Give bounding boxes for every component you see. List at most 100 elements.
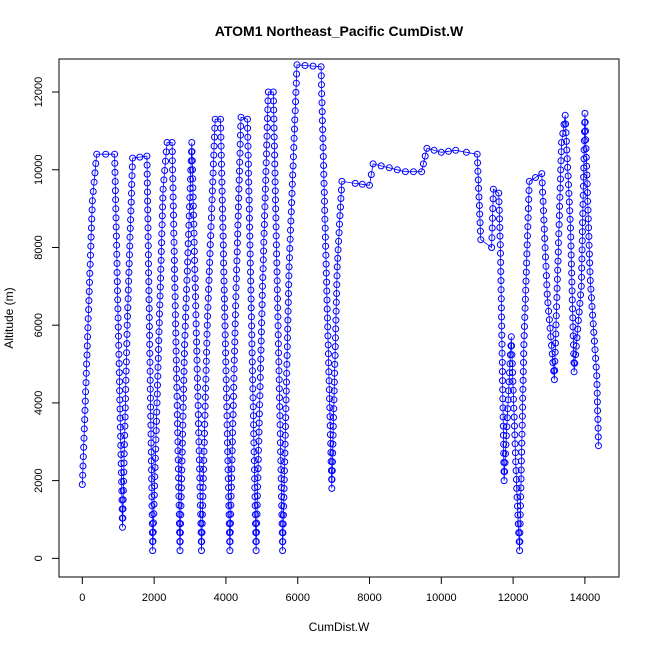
data-point	[562, 120, 570, 128]
data-point	[553, 294, 561, 301]
data-point	[174, 438, 182, 446]
data-point	[333, 272, 341, 280]
data-point	[90, 178, 98, 186]
data-point	[87, 251, 94, 259]
data-point	[582, 145, 590, 153]
data-point	[577, 291, 585, 299]
data-point	[540, 207, 547, 215]
data-point	[171, 302, 179, 310]
data-point	[331, 360, 339, 368]
data-point	[80, 434, 88, 442]
data-point	[173, 392, 181, 400]
data-point	[177, 520, 185, 528]
data-point	[145, 323, 153, 330]
data-point	[128, 181, 136, 188]
data-point	[151, 473, 159, 481]
data-point	[195, 438, 203, 446]
y-axis: 0 2000 4000 6000 8000 10000 12000	[33, 77, 60, 561]
data-point	[80, 425, 88, 433]
data-point	[81, 397, 89, 405]
data-point	[129, 154, 137, 162]
data-point	[112, 205, 120, 213]
data-point	[152, 427, 160, 435]
data-point	[222, 358, 230, 366]
data-point	[351, 179, 359, 187]
data-point	[252, 538, 260, 545]
data-point	[128, 172, 136, 180]
data-point	[555, 221, 563, 229]
data-point	[565, 181, 572, 189]
data-point	[594, 433, 602, 441]
data-point	[179, 421, 187, 429]
data-point	[123, 330, 131, 338]
data-point	[508, 342, 516, 350]
data-point	[568, 296, 576, 304]
data-point	[369, 160, 377, 168]
data-point	[155, 346, 162, 353]
data-point	[128, 163, 136, 171]
data-point	[229, 429, 237, 437]
data-point	[505, 378, 513, 386]
data-point	[248, 340, 256, 348]
x-tick-label: 4000	[214, 592, 238, 604]
data-point	[153, 390, 161, 398]
data-point	[358, 180, 366, 188]
data-point	[504, 396, 512, 404]
data-point	[275, 385, 283, 393]
data-point	[567, 233, 575, 241]
data-point	[274, 340, 282, 348]
data-point	[200, 438, 208, 446]
data-point	[249, 412, 257, 420]
data-point	[224, 457, 232, 465]
data-point	[237, 131, 244, 139]
data-point	[557, 175, 564, 183]
data-point	[523, 241, 531, 249]
data-point	[119, 514, 127, 522]
data-point	[257, 328, 265, 336]
data-point	[236, 158, 244, 166]
data-point	[148, 502, 156, 510]
data-point	[325, 359, 333, 367]
data-point	[82, 379, 90, 387]
data-point	[255, 428, 263, 436]
data-point	[245, 205, 253, 213]
data-point	[474, 167, 482, 175]
data-point	[143, 152, 151, 160]
data-point	[574, 317, 582, 324]
data-point	[334, 246, 342, 254]
data-point	[199, 502, 207, 509]
data-point	[256, 373, 264, 381]
data-point	[228, 456, 236, 464]
data-point	[546, 324, 554, 332]
data-point	[518, 421, 526, 429]
data-point	[569, 314, 577, 322]
data-point	[285, 263, 293, 271]
data-point	[337, 203, 344, 211]
data-point	[207, 232, 215, 240]
data-point	[317, 63, 325, 71]
data-point	[336, 220, 343, 228]
data-point	[567, 224, 574, 232]
data-point	[209, 160, 217, 168]
data-point	[176, 538, 184, 546]
data-point	[183, 276, 191, 284]
data-point	[144, 197, 152, 205]
data-point	[519, 394, 527, 402]
data-point	[324, 350, 332, 358]
data-point	[194, 392, 202, 400]
data-point	[538, 170, 546, 178]
data-point	[322, 242, 330, 250]
data-point	[188, 148, 196, 156]
data-point	[283, 360, 291, 368]
data-point	[503, 423, 511, 431]
data-point	[183, 286, 191, 293]
data-point	[259, 274, 267, 281]
data-point	[286, 235, 294, 243]
data-point	[279, 547, 287, 555]
data-point	[322, 260, 330, 268]
data-point	[196, 492, 204, 500]
data-point	[226, 547, 234, 555]
x-tick-label: 8000	[357, 592, 381, 604]
data-point	[556, 184, 564, 192]
data-point	[541, 244, 549, 252]
